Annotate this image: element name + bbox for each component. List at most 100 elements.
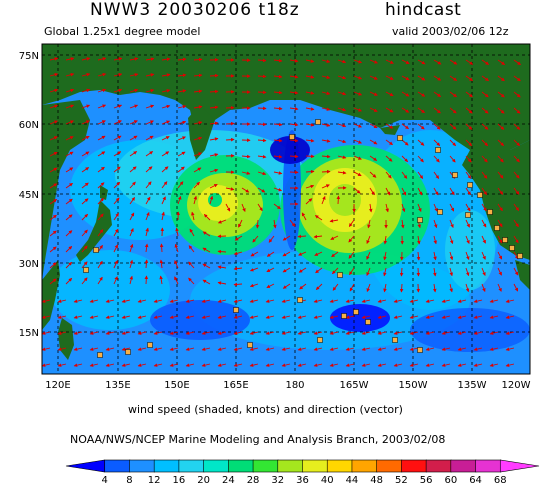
buoy-marker (315, 119, 321, 125)
buoy-marker (125, 349, 131, 355)
buoy-marker (467, 182, 473, 188)
wind-vector (73, 331, 83, 335)
wind-vector (174, 243, 179, 253)
wind-vectors (42, 57, 521, 367)
wind-vector (513, 75, 521, 82)
wind-vector (393, 331, 403, 335)
wind-vector (188, 245, 195, 253)
wind-vector (65, 214, 73, 221)
wind-vector (497, 219, 503, 228)
wind-vector (297, 347, 307, 351)
wind-vector (159, 259, 164, 269)
wind-vector (273, 154, 283, 159)
colorbar: 4 8 12 16 20 24 28 32 36 40 44 48 52 56 60 64 68 (65, 459, 540, 486)
wind-vector (513, 155, 520, 163)
wind-vector (481, 187, 487, 196)
wind-vector (193, 105, 203, 109)
buoy-marker (233, 307, 239, 313)
wind-vector (81, 88, 91, 93)
wind-vector (81, 104, 91, 109)
wind-vector (417, 59, 426, 65)
wind-vector (417, 203, 422, 212)
wind-vector (65, 136, 74, 141)
buoy-marker (93, 247, 99, 253)
wind-vector (217, 281, 227, 285)
wind-vector (81, 72, 91, 77)
wind-vector (473, 363, 483, 367)
wind-vector (465, 267, 470, 277)
wind-vector (337, 91, 347, 96)
colorbar-label: 8 (126, 475, 132, 486)
wind-vector (65, 151, 74, 157)
wind-vector (225, 137, 235, 142)
lat-label: 30N (19, 259, 39, 270)
colorbar-swatch (65, 459, 106, 473)
wind-vector (315, 283, 323, 291)
wind-vector (497, 155, 504, 163)
wind-vector (337, 139, 347, 144)
wind-vector (433, 139, 441, 147)
wind-vector (369, 139, 378, 145)
wind-vector (425, 347, 435, 351)
wind-vector (481, 91, 489, 98)
wind-vector (281, 363, 291, 367)
wind-vector (257, 138, 267, 143)
model-label: Global 1.25x1 degree model (44, 25, 201, 38)
wind-vector (137, 347, 147, 351)
wind-vector (433, 171, 440, 179)
wind-vector (129, 259, 134, 269)
buoy-marker (289, 134, 295, 140)
wind-vector (481, 139, 489, 147)
wind-vector (369, 187, 375, 196)
wind-vector (193, 195, 198, 205)
wind-vector (177, 166, 185, 173)
wind-vector (329, 299, 339, 303)
wind-vector (105, 315, 115, 319)
wind-vector (449, 187, 455, 196)
wind-vector (81, 198, 89, 205)
wind-vector (457, 299, 467, 303)
wind-vector (233, 363, 243, 367)
wind-vector (385, 203, 389, 213)
wind-vector (385, 75, 394, 80)
wind-vector (409, 363, 419, 367)
wind-vector (153, 347, 163, 351)
wind-vector (202, 231, 211, 237)
wind-vector (65, 104, 75, 109)
wind-vector (505, 347, 515, 351)
wind-vector (369, 91, 378, 96)
wind-vector (153, 315, 163, 319)
colorbar-swatch (326, 459, 353, 473)
wind-vector (393, 363, 403, 367)
wind-vector (314, 215, 323, 221)
wind-vector (202, 279, 211, 285)
wind-vector (366, 283, 371, 293)
wind-vector (73, 363, 83, 367)
buoy-marker (494, 225, 500, 231)
wind-vector (369, 171, 377, 178)
wind-vector (281, 347, 291, 351)
colorbar-swatch (228, 459, 254, 473)
wind-vector (209, 89, 219, 94)
wind-vector (169, 347, 179, 351)
wind-vector (505, 299, 515, 303)
wind-vector (234, 235, 243, 241)
colorbar-swatch (153, 459, 180, 473)
wind-vector (489, 299, 499, 303)
wind-vector (233, 315, 243, 319)
colorbar-swatch (129, 459, 155, 473)
wind-vector (349, 283, 355, 292)
wind-vector (298, 267, 307, 273)
wind-vector (313, 315, 323, 319)
wind-vector (513, 283, 519, 292)
wind-vector (513, 203, 519, 211)
wind-vector (273, 90, 283, 95)
wind-vector (113, 88, 123, 93)
wind-vector (465, 59, 474, 65)
wind-vector (273, 187, 283, 192)
wind-vector (513, 267, 519, 276)
wind-vector (465, 75, 473, 81)
wind-vector (497, 187, 504, 195)
buoy-marker (353, 309, 359, 315)
wind-vector (353, 187, 361, 194)
